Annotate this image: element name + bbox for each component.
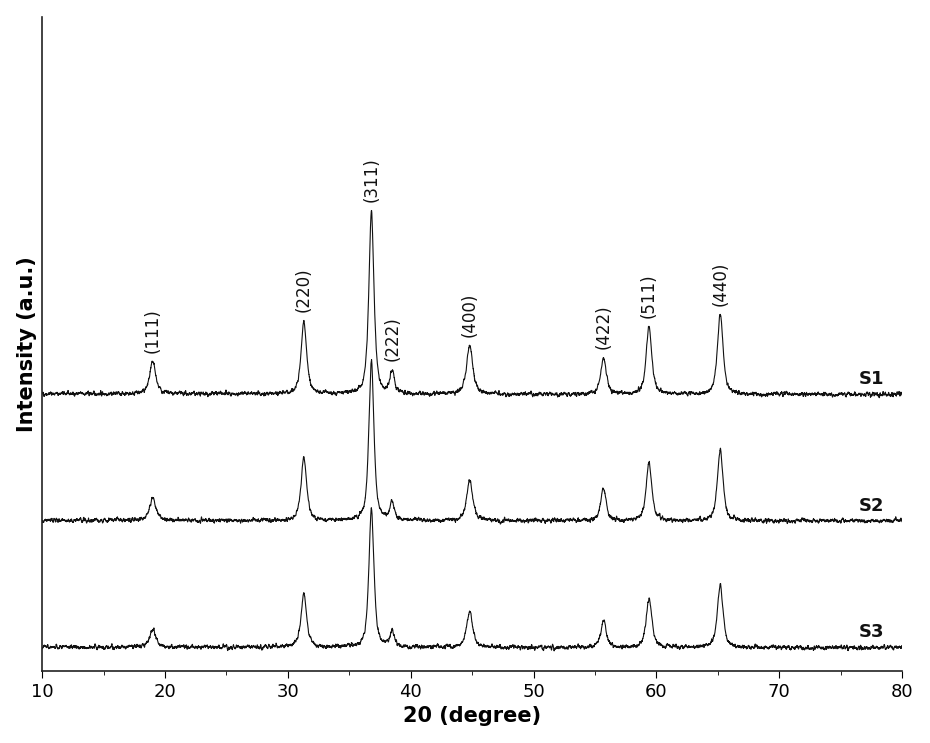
Text: (220): (220) <box>295 267 312 312</box>
Text: (440): (440) <box>711 262 729 306</box>
Text: (400): (400) <box>460 293 478 337</box>
X-axis label: 20 (degree): 20 (degree) <box>403 707 541 727</box>
Text: (111): (111) <box>143 308 161 353</box>
Text: (511): (511) <box>640 273 658 318</box>
Text: (422): (422) <box>594 305 613 349</box>
Text: (311): (311) <box>363 158 380 202</box>
Text: S1: S1 <box>859 370 884 388</box>
Text: S2: S2 <box>859 497 884 515</box>
Text: (222): (222) <box>383 317 402 361</box>
Text: S3: S3 <box>859 623 884 641</box>
Y-axis label: Intensity (a.u.): Intensity (a.u.) <box>17 256 36 432</box>
